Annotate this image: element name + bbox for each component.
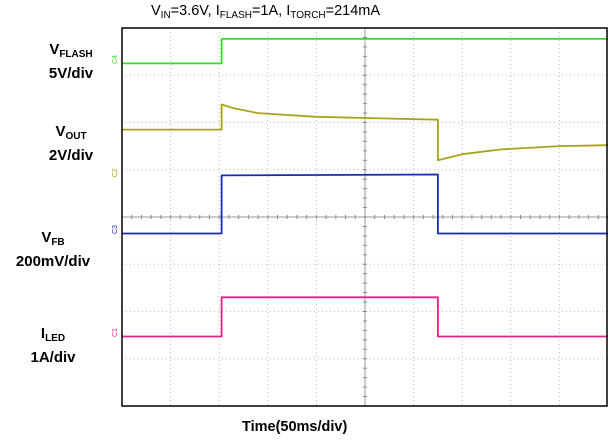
label-vfb: VFB 200mV/div [15,229,91,270]
trace-iled [122,296,608,338]
trace-vflash [122,38,608,65]
label-vout: VOUT 2V/div [48,123,94,164]
channel-markers: C4 C2 C3 C1 [112,55,119,337]
trace-vout [122,103,608,162]
x-axis-label: Time(50ms/div) [242,419,348,435]
plot-frame [121,27,608,407]
channel-marker: C1 [112,328,119,337]
channel-marker: C2 [112,168,119,177]
label-iled: ILED 1A/div [30,325,76,366]
channel-marker: C4 [112,55,119,64]
trace-vfb [122,173,608,235]
chart-title: VIN=3.6V, IFLASH=1A, ITORCH=214mA [151,3,381,21]
traces [122,38,608,338]
grid [121,27,608,407]
label-vflash: VFLASH 5V/div [48,41,94,82]
channel-marker: C3 [112,225,119,234]
